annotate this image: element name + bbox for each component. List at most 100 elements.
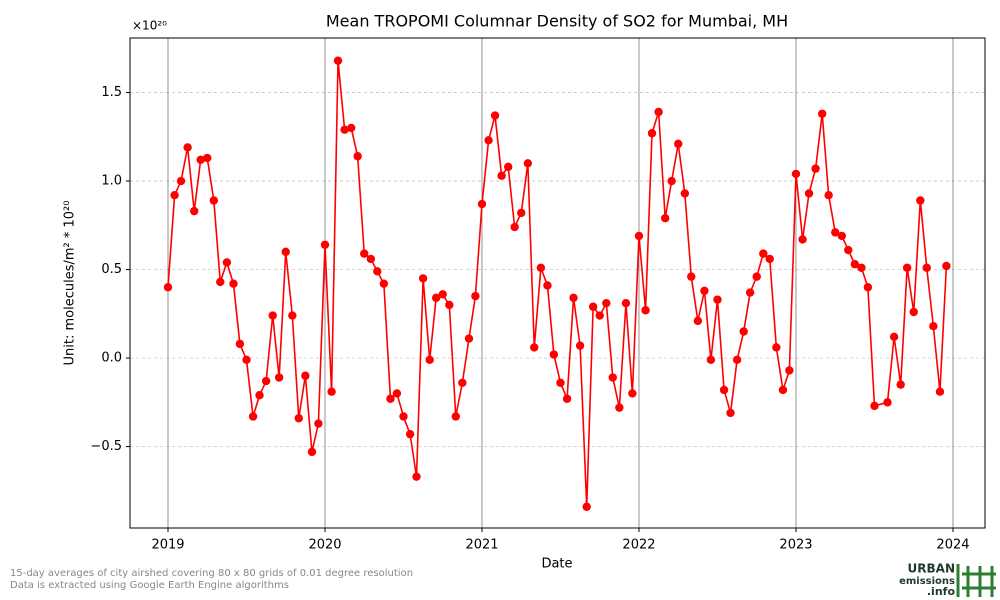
data-point xyxy=(883,398,892,407)
data-point xyxy=(490,111,500,120)
data-point xyxy=(347,123,356,133)
data-point xyxy=(373,267,382,276)
data-point xyxy=(314,419,323,428)
data-point xyxy=(281,247,290,257)
logo-text: .info xyxy=(927,585,956,598)
data-point xyxy=(471,291,480,301)
data-point xyxy=(588,302,598,311)
data-point xyxy=(431,293,441,303)
data-point xyxy=(301,371,310,380)
data-point xyxy=(405,429,415,439)
x-tick-label: 2023 xyxy=(779,538,812,553)
data-point xyxy=(824,190,833,200)
data-point xyxy=(726,408,735,418)
data-point xyxy=(745,288,755,297)
data-point xyxy=(739,327,748,336)
x-tick-label: 2022 xyxy=(622,538,655,553)
data-point xyxy=(922,263,931,272)
data-point xyxy=(621,298,631,308)
data-point xyxy=(190,206,199,216)
data-point xyxy=(569,293,578,303)
data-point xyxy=(170,190,179,200)
data-point xyxy=(320,240,330,249)
data-point xyxy=(504,162,513,172)
data-point xyxy=(615,403,624,412)
data-point xyxy=(366,254,376,264)
data-point xyxy=(863,283,873,292)
data-point xyxy=(235,339,245,349)
logo-icon xyxy=(956,564,996,597)
data-point xyxy=(759,249,768,258)
data-point xyxy=(562,394,572,403)
data-point xyxy=(523,159,533,168)
data-point xyxy=(399,412,408,421)
data-point xyxy=(634,231,644,241)
data-point xyxy=(458,378,467,388)
data-point xyxy=(778,385,788,395)
x-tick-label: 2024 xyxy=(936,538,969,553)
data-point xyxy=(209,196,219,205)
data-point xyxy=(772,343,781,352)
data-point xyxy=(222,258,232,267)
data-point xyxy=(163,283,173,292)
data-point xyxy=(837,231,847,241)
data-point xyxy=(445,300,454,310)
data-point xyxy=(176,176,186,186)
data-point xyxy=(942,261,951,271)
data-point xyxy=(896,380,905,389)
data-point xyxy=(791,169,801,179)
data-point xyxy=(870,401,879,411)
data-point xyxy=(353,152,362,161)
data-point xyxy=(647,129,657,138)
data-point xyxy=(451,412,460,421)
data-point xyxy=(268,311,277,320)
data-point xyxy=(418,274,428,283)
data-point xyxy=(327,387,336,396)
data-point xyxy=(294,414,303,423)
x-tick-label: 2021 xyxy=(465,538,498,553)
y-tick-label: 1.0 xyxy=(101,174,122,189)
data-point xyxy=(595,311,604,320)
data-point xyxy=(700,286,709,295)
data-point xyxy=(902,263,912,272)
chart-title: Mean TROPOMI Columnar Density of SO2 for… xyxy=(326,12,788,31)
data-point xyxy=(602,298,611,308)
data-point xyxy=(261,376,271,386)
data-point xyxy=(536,263,546,272)
y-axis-label: Unit: molecules/m² * 10²⁰ xyxy=(63,201,78,366)
data-point xyxy=(510,222,519,232)
data-point xyxy=(909,307,918,317)
data-point xyxy=(183,143,192,152)
data-point xyxy=(464,334,474,343)
data-point xyxy=(811,164,820,173)
data-point xyxy=(274,373,284,382)
data-point xyxy=(935,387,945,396)
data-point xyxy=(386,394,395,403)
data-point xyxy=(203,153,212,163)
data-point xyxy=(333,56,343,65)
y-tick-label: 0.0 xyxy=(101,351,122,366)
data-point xyxy=(255,391,264,400)
data-point xyxy=(929,321,938,331)
data-point xyxy=(916,196,925,205)
data-point xyxy=(484,136,493,145)
plot-frame xyxy=(129,37,986,529)
data-point xyxy=(477,199,487,209)
x-tick-label: 2019 xyxy=(151,538,184,553)
logo-text: emissions xyxy=(899,576,955,587)
data-point xyxy=(713,295,722,304)
y-tick-label: −0.5 xyxy=(90,439,122,454)
data-point xyxy=(680,189,690,198)
data-point xyxy=(844,245,853,255)
data-point xyxy=(687,272,696,281)
footnote: Data is extracted using Google Earth Eng… xyxy=(10,580,289,591)
data-point xyxy=(360,249,369,258)
x-axis-label: Date xyxy=(541,557,572,572)
data-point xyxy=(196,155,205,164)
data-point xyxy=(628,389,637,398)
data-point xyxy=(497,171,506,180)
data-point xyxy=(706,355,716,365)
data-point xyxy=(379,279,389,288)
data-point xyxy=(425,355,434,365)
